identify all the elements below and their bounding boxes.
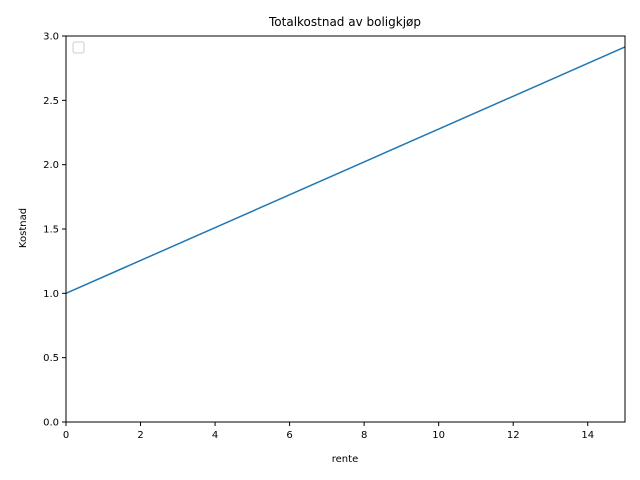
x-tick-label-2: 4 <box>212 430 218 441</box>
x-tick-label-4: 8 <box>361 430 367 441</box>
legend-box <box>72 41 85 54</box>
y-axis-label: Kostnad <box>18 208 29 248</box>
plot-area: 0 2 4 6 8 10 12 14 0.0 0.5 1.0 1.5 2.0 2.5 3.0 <box>43 32 626 441</box>
x-tick-label-0: 0 <box>63 430 69 441</box>
y-tick-label-6: 3.0 <box>43 32 59 43</box>
y-tick-label-4: 2.0 <box>43 160 59 171</box>
y-tick-label-1: 0.5 <box>43 353 59 364</box>
x-axis-label: rente <box>332 454 358 465</box>
x-tick-label-3: 6 <box>286 430 292 441</box>
x-tick-label-6: 12 <box>507 430 520 441</box>
y-tick-label-3: 1.5 <box>43 225 59 236</box>
y-tick-label-0: 0.0 <box>43 418 59 429</box>
x-tick-label-7: 14 <box>581 430 594 441</box>
series-line-0 <box>66 46 625 295</box>
x-tick-label-1: 2 <box>137 430 143 441</box>
chart-title: Totalkostnad av boligkjøp <box>268 15 421 29</box>
y-tick-label-5: 2.5 <box>43 96 59 107</box>
y-tick-label-2: 1.0 <box>43 289 59 300</box>
x-tick-label-5: 10 <box>432 430 445 441</box>
